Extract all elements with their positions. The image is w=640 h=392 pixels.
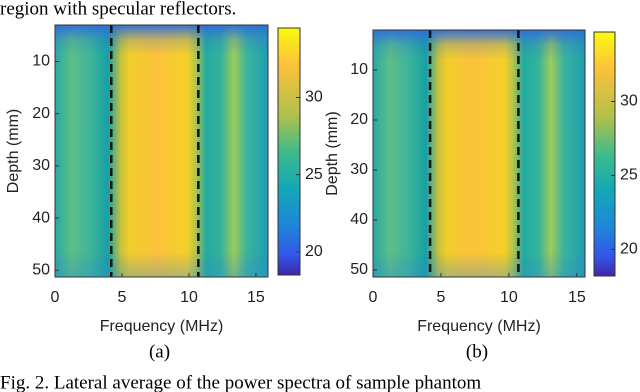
panel-label: (b) [466, 341, 488, 362]
x-tick-label: 15 [247, 289, 265, 306]
x-tick-label: 5 [118, 289, 127, 306]
y-tick-label: 50 [350, 261, 368, 278]
colorbar-tick-label: 20 [620, 241, 638, 258]
colorbar-tick-label: 25 [305, 166, 323, 183]
x-tick-label: 15 [568, 289, 586, 306]
x-tick-label: 0 [51, 289, 60, 306]
y-tick-label: 40 [350, 211, 368, 228]
y-tick-label: 50 [32, 261, 50, 278]
heatmap-shade [55, 25, 268, 277]
header-text: region with specular reflectors. [0, 0, 236, 19]
colorbar-tick-label: 30 [305, 89, 323, 106]
y-axis-label: Depth (mm) [5, 109, 22, 193]
x-tick-label: 10 [180, 289, 198, 306]
y-tick-label: 10 [32, 53, 50, 70]
x-axis-label: Frequency (MHz) [417, 318, 541, 335]
x-tick-label: 10 [500, 289, 518, 306]
y-tick-label: 40 [32, 209, 50, 226]
y-axis-label: Depth (mm) [324, 111, 341, 195]
heatmap-shade [373, 30, 585, 277]
colorbar [277, 27, 301, 276]
x-axis-label: Frequency (MHz) [100, 318, 224, 335]
colorbar-tick-label: 30 [620, 93, 638, 110]
colorbar-tick-label: 20 [305, 243, 323, 260]
x-tick-label: 5 [436, 289, 445, 306]
y-tick-label: 30 [32, 157, 50, 174]
caption: Fig. 2. Lateral average of the power spe… [0, 372, 481, 392]
colorbar-tick-label: 25 [620, 167, 638, 184]
plot-frame [54, 24, 269, 278]
y-tick-label: 20 [350, 111, 368, 128]
y-tick-label: 10 [350, 61, 368, 78]
plot-frame [372, 29, 586, 278]
x-tick-label: 0 [369, 289, 378, 306]
y-tick-label: 30 [350, 161, 368, 178]
colorbar [593, 31, 616, 277]
panel-label: (a) [149, 341, 170, 362]
y-tick-label: 20 [32, 105, 50, 122]
